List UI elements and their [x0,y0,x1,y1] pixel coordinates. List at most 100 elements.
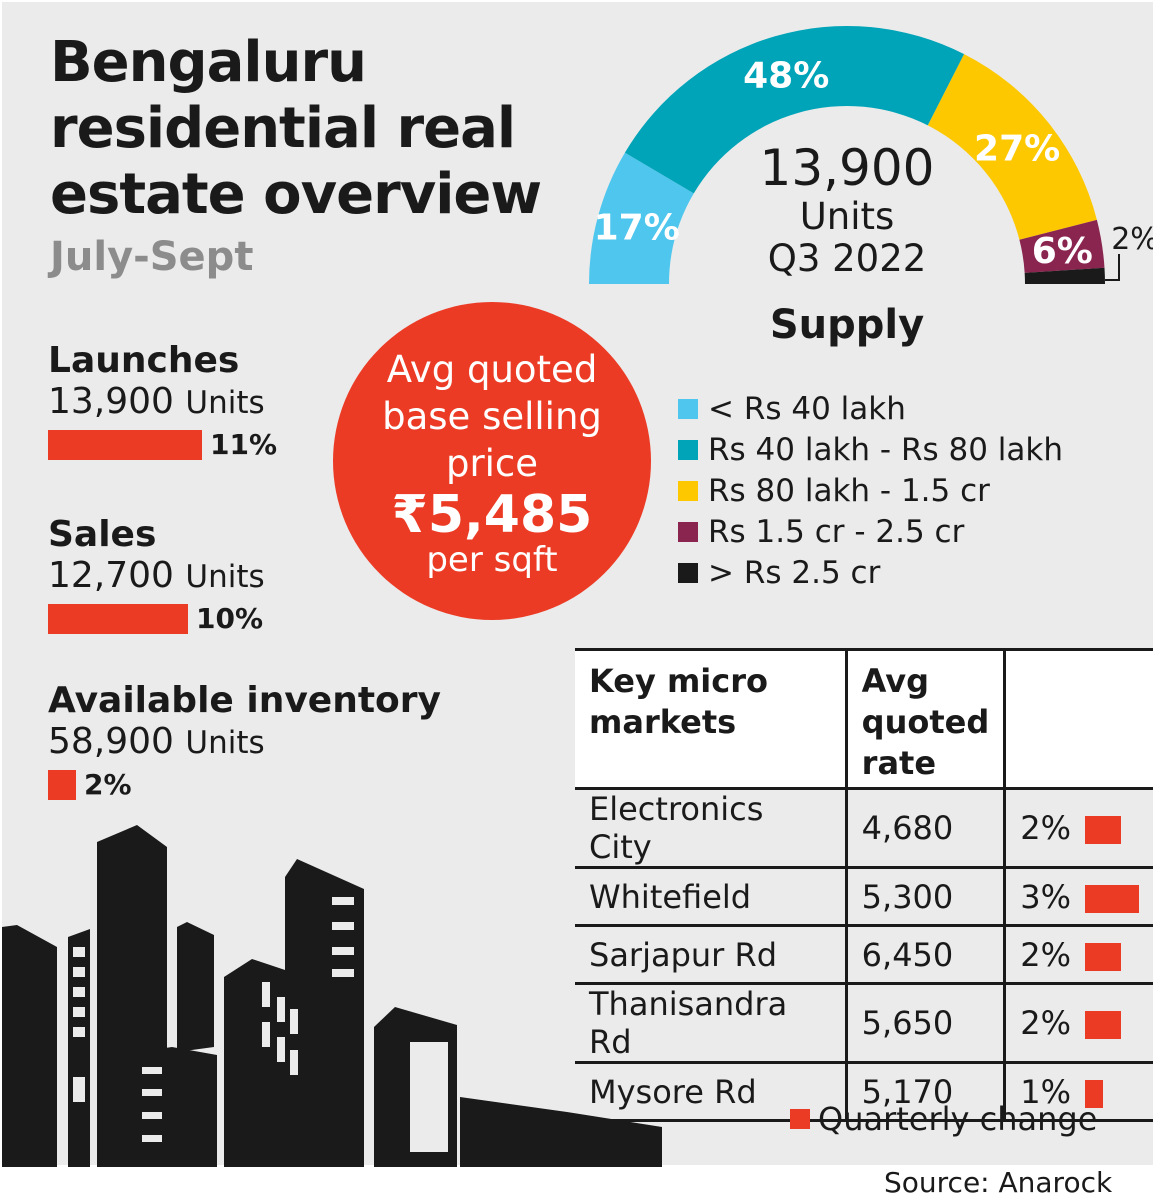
city-skyline-illustration [2,825,662,1167]
stat-label: Launches [48,340,240,381]
stat-block: Sales 12,700 Units 10% [48,514,265,635]
title-line: estate overview [50,162,542,227]
micro-markets-table: Key micro markets Avg quoted rate Electr… [575,651,1153,1122]
header-market: Key micro markets [575,651,848,790]
table-row: Electronics City 4,680 2% [575,788,1153,869]
legend-item: > Rs 2.5 cr [678,552,1063,593]
label-leader-line [1105,254,1120,281]
donut-center-period: Q3 2022 [767,237,927,280]
change-bar [48,429,202,460]
chart-title: Supply [769,302,925,348]
header-rate: Avg quoted rate [846,651,1007,790]
legend-swatch [678,521,698,542]
legend-swatch [678,480,698,501]
change-label: 3% [1020,877,1071,916]
price-value: ₹5,485 [391,485,593,545]
change-bar [1085,816,1121,844]
header-change [1004,651,1153,790]
change-cell: 2% [1004,788,1153,869]
donut-segment [1024,267,1105,284]
change-label: 2% [1020,1004,1071,1042]
stat-label: Sales [48,514,157,555]
legend-item: Rs 1.5 cr - 2.5 cr [678,511,1063,552]
table-row: Whitefield 5,300 3% [575,867,1153,927]
rate-cell: 5,170 [846,1062,1007,1122]
change-cell: 3% [1004,867,1153,927]
donut-segment [624,25,965,194]
legend-item: Rs 80 lakh - 1.5 cr [678,470,1063,511]
price-unit: per sqft [426,540,558,580]
change-label: 10% [196,602,264,635]
stat-value: 58,900 Units [48,721,441,762]
legend-label: Rs 40 lakh - Rs 80 lakh [708,431,1064,468]
supply-half-donut: 17% 48% 27% 6% 2% [589,25,1153,284]
source-note: Source: Anarock [884,1166,1113,1199]
stat-number: 13,900 [48,381,174,422]
supply-legend: < Rs 40 lakh Rs 40 lakh - Rs 80 lakh Rs 80… [678,388,1063,593]
change-label: 11% [210,428,278,461]
change-cell: 2% [1004,983,1153,1064]
infographic: Bengaluru residential real estate overvi… [2,2,1153,1167]
rate-cell: 6,450 [846,925,1007,985]
change-bar [1085,942,1121,971]
donut-segment [589,152,694,284]
stat-value: 13,900 Units [48,381,277,422]
legend-label: Rs 80 lakh - 1.5 cr [708,472,990,509]
rate-cell: 5,300 [846,867,1007,927]
change-cell: 1% [1004,1062,1153,1122]
legend-label: < Rs 40 lakh [708,390,906,427]
stat-block: Launches 13,900 Units 11% [48,340,277,461]
legend-item: < Rs 40 lakh [678,388,1063,429]
title-line: Bengaluru [50,30,367,95]
donut-label: 27% [974,129,1060,170]
stat-number: 12,700 [48,555,174,596]
price-label: base selling [382,395,602,438]
legend-swatch [678,562,698,583]
stat-number: 58,900 [48,721,174,762]
table-row: Thanisandra Rd 5,650 2% [575,983,1153,1064]
price-bubble: Avg quoted base selling price ₹5,485 per… [333,302,651,620]
donut-segment [1019,219,1105,273]
legend-label: Rs 1.5 cr - 2.5 cr [708,513,965,550]
donut-label: 17% [594,207,680,248]
stat-unit: Units [185,725,265,761]
change-bar [1085,1011,1121,1039]
legend-swatch [678,398,698,419]
page-title: Bengaluru residential real estate overvi… [50,30,542,228]
market-cell: Mysore Rd [575,1062,848,1122]
donut-center-value: 13,900 [759,139,935,197]
change-bar [1085,884,1139,913]
market-cell: Whitefield [575,867,848,927]
change-label: 2% [1020,935,1071,974]
legend-swatch [678,439,698,460]
legend-swatch [790,1109,810,1129]
donut-center-unit: Units [799,195,895,238]
legend-item: Rs 40 lakh - Rs 80 lakh [678,429,1063,470]
price-label: price [445,442,539,485]
change-bar [48,603,188,634]
stat-value: 12,700 Units [48,555,265,596]
table-row: Mysore Rd 5,170 1% [575,1062,1153,1122]
price-label: Avg quoted [386,348,598,391]
change-label: 2% [1020,809,1071,847]
stat-label: Available inventory [48,680,442,721]
market-cell: Sarjapur Rd [575,925,848,985]
donut-label: 6% [1032,231,1093,272]
title-line: residential real [50,96,516,161]
market-cell: Thanisandra Rd [575,983,848,1064]
donut-segment [927,54,1097,240]
change-label: 2% [84,768,132,801]
change-bar [1085,1079,1103,1108]
legend-label: Quarterly change [818,1100,1098,1138]
change-label: 1% [1020,1072,1071,1111]
stat-unit: Units [185,559,265,595]
table-header-row: Key micro markets Avg quoted rate [575,651,1153,790]
table-row: Sarjapur Rd 6,450 2% [575,925,1153,985]
stat-block: Available inventory 58,900 Units 2% [48,680,441,801]
rate-cell: 4,680 [846,788,1007,869]
donut-label: 2% [1111,222,1153,257]
rate-cell: 5,650 [846,983,1007,1064]
donut-label: 48% [743,56,829,97]
table-legend: Quarterly change [790,1100,1097,1138]
legend-label: > Rs 2.5 cr [708,554,881,591]
